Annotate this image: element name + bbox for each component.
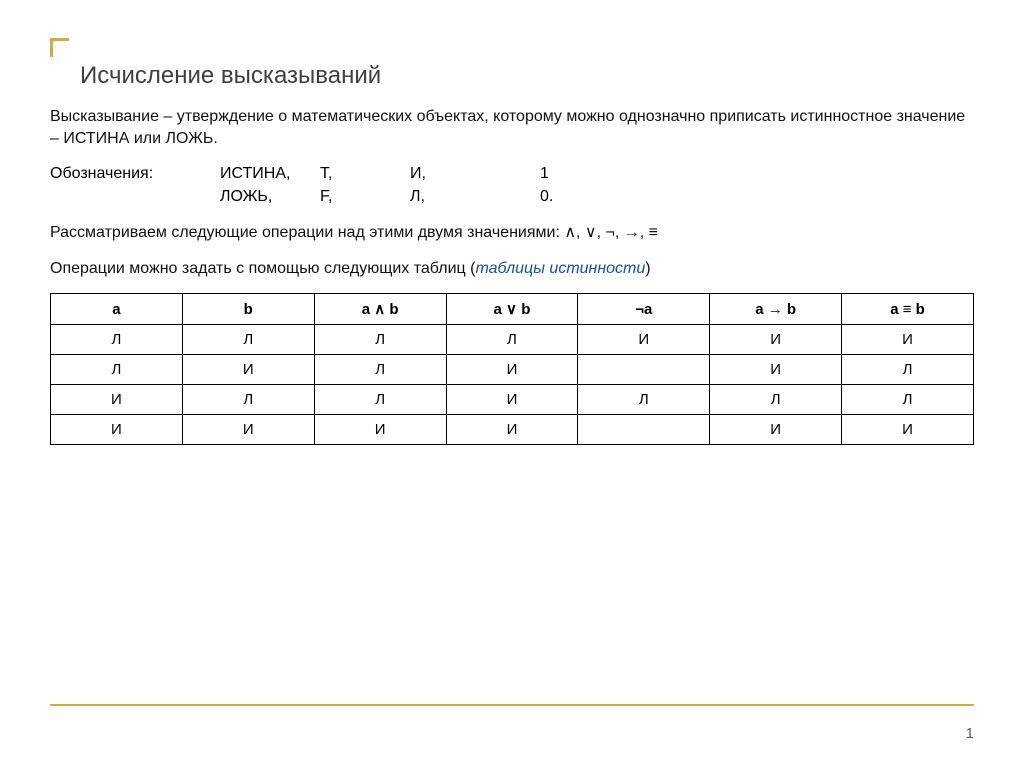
table-cell: И [446,415,578,445]
table-cell: И [578,325,710,355]
table-cell: И [710,415,842,445]
notation-cell: 1 [540,163,600,185]
tables-prefix: Операции можно задать с помощью следующи… [50,260,475,277]
table-cell: И [710,325,842,355]
table-cell: И [51,415,183,445]
table-row: Л И Л И И Л [51,355,974,385]
col-not: ¬a [578,294,710,325]
page-number: 1 [966,725,974,742]
notation-row-true: ИСТИНА, T, И, 1 [220,163,600,185]
notation-row-false: ЛОЖЬ, F, Л, 0. [220,186,600,208]
table-cell: Л [314,325,446,355]
table-row: И И И И И И [51,415,974,445]
notation-grid: ИСТИНА, T, И, 1 ЛОЖЬ, F, Л, 0. [220,163,600,208]
table-cell: И [842,415,974,445]
col-impl: a → b [710,294,842,325]
table-cell: Л [182,325,314,355]
table-cell: Л [182,385,314,415]
table-cell [578,355,710,385]
table-cell: Л [314,355,446,385]
table-cell: И [842,325,974,355]
table-cell: И [51,385,183,415]
notation-cell: ИСТИНА, [220,163,320,185]
definition-text: Высказывание – утверждение о математичес… [50,106,974,149]
table-header-row: a b a ∧ b a ∨ b ¬a a → b a ≡ b [51,294,974,325]
notation-cell: F, [320,186,410,208]
tables-intro-text: Операции можно задать с помощью следующи… [50,258,974,280]
table-cell: Л [842,355,974,385]
col-a: a [51,294,183,325]
notation-block: Обозначения: ИСТИНА, T, И, 1 ЛОЖЬ, F, Л,… [50,163,974,208]
page-title: Исчисление высказываний [80,38,974,90]
corner-decoration [50,38,69,57]
table-cell: И [446,385,578,415]
notation-label: Обозначения: [50,163,220,208]
table-cell: Л [446,325,578,355]
operations-prefix: Рассматриваем следующие операции над эти… [50,224,564,241]
bottom-rule [50,704,974,706]
col-and: a ∧ b [314,294,446,325]
notation-cell: И, [410,163,540,185]
notation-cell: T, [320,163,410,185]
slide-page: Исчисление высказываний Высказывание – у… [0,0,1024,768]
col-equiv: a ≡ b [842,294,974,325]
table-cell: Л [842,385,974,415]
table-cell [578,415,710,445]
table-cell: Л [51,325,183,355]
tables-suffix: ) [645,260,650,277]
truth-table: a b a ∧ b a ∨ b ¬a a → b a ≡ b Л Л Л Л И… [50,293,974,445]
operations-symbols: ∧, ∨, ¬, →, ≡ [564,224,658,241]
tables-italic: таблицы истинности [475,260,645,277]
table-row: И Л Л И Л Л Л [51,385,974,415]
table-row: Л Л Л Л И И И [51,325,974,355]
col-or: a ∨ b [446,294,578,325]
notation-cell: ЛОЖЬ, [220,186,320,208]
operations-text: Рассматриваем следующие операции над эти… [50,222,974,244]
table-cell: Л [710,385,842,415]
table-cell: И [182,415,314,445]
table-cell: И [314,415,446,445]
table-cell: Л [578,385,710,415]
notation-cell: Л, [410,186,540,208]
table-cell: И [182,355,314,385]
table-cell: Л [51,355,183,385]
table-cell: И [446,355,578,385]
col-b: b [182,294,314,325]
notation-cell: 0. [540,186,600,208]
table-cell: Л [314,385,446,415]
table-cell: И [710,355,842,385]
